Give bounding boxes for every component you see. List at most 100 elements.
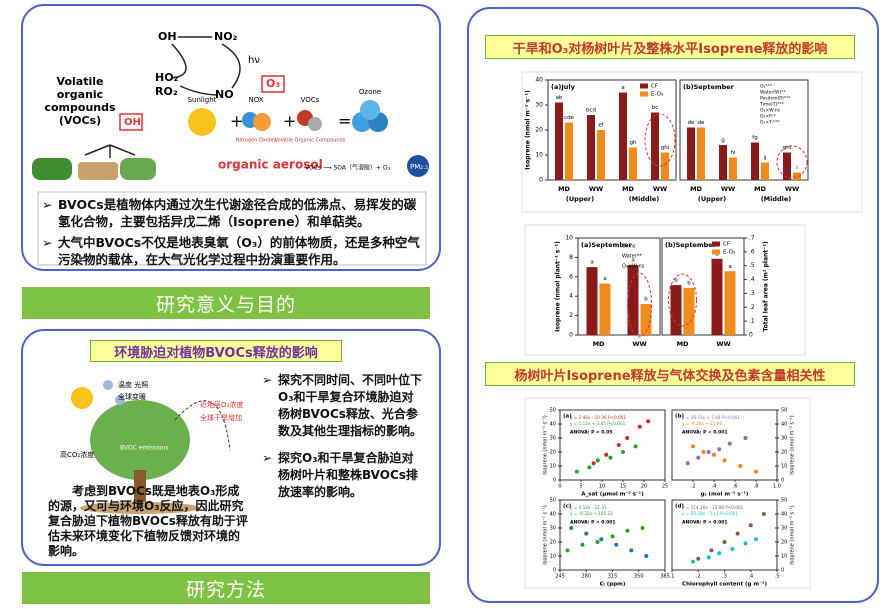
axis-title: Total leaf area (m² plant⁻¹)	[763, 241, 770, 332]
y-tick-label: 10	[781, 554, 787, 560]
significance-letter: g	[721, 138, 725, 144]
y-tick-label: 0	[553, 478, 556, 484]
significance-letter: b	[644, 296, 648, 302]
bullet-list: BVOCs是植物体内通过次生代谢途径合成的低沸点、易挥发的碳氢化合物，主要包括异…	[42, 196, 422, 272]
bar	[793, 172, 801, 180]
legend-label: CF	[723, 242, 730, 248]
point	[754, 537, 758, 542]
label: (VOCs)	[59, 114, 101, 127]
y-tick-label: 6	[569, 273, 573, 280]
y-tick-label: 10	[550, 464, 556, 470]
highlight	[776, 145, 808, 179]
y-tick-label: 30	[550, 526, 556, 532]
point	[743, 541, 748, 546]
y-tick-label: 30	[781, 526, 787, 532]
point	[621, 450, 625, 454]
point	[691, 444, 695, 449]
y-tick-label: 50	[550, 498, 556, 504]
point	[616, 443, 621, 447]
equation: y = 26.33x + 7.64 P<0.001	[682, 415, 740, 420]
bar	[683, 287, 695, 335]
point	[646, 419, 651, 424]
group-label: (Upper)	[566, 195, 594, 203]
bar	[670, 285, 682, 335]
label: hν	[248, 55, 260, 66]
caption: 考虑到BVOCs既是地表O₃形成的源，又可与环境O₃反应，因此研究复合胁迫下植物…	[48, 484, 248, 558]
section-title: 杨树叶片Isoprene释放与气体交换及色素含量相关性	[485, 362, 855, 386]
point	[625, 528, 630, 533]
oh-box	[119, 113, 143, 131]
y-tick-label: 20	[550, 540, 556, 546]
point	[610, 534, 615, 539]
significance-letter: a	[590, 260, 593, 266]
group-label: (Middle)	[629, 195, 660, 203]
equation: y = -8.28x + 21.60	[682, 421, 722, 426]
tree-trunk	[134, 470, 146, 508]
significance-letter: bc	[652, 105, 659, 111]
point	[712, 452, 716, 457]
y-tick-label: 0	[553, 568, 556, 574]
legend-label: CF	[651, 84, 658, 90]
label: (a)	[563, 414, 572, 420]
label: OH	[158, 30, 177, 43]
molecule-icon	[253, 113, 271, 131]
y-tick-label: 50	[781, 498, 787, 504]
y-tick-label: 0	[781, 478, 784, 484]
point	[696, 556, 701, 561]
section-title: 干旱和O₃对杨树叶片及整株水平Isoprene释放的影响	[485, 35, 855, 59]
y-tick-label: 8	[569, 254, 573, 261]
x-tick-label: WW	[721, 185, 735, 193]
x-tick-label: 1.0	[773, 484, 781, 490]
point	[717, 447, 722, 452]
bullet: 探究O₃和干旱复合胁迫对杨树叶片和整株BVOCs排放速率的影响。	[262, 450, 422, 501]
plot-frame	[661, 237, 745, 336]
significance-letter: a	[603, 276, 606, 282]
bar	[783, 152, 791, 180]
sun-icon	[71, 387, 93, 409]
bar	[629, 147, 637, 180]
legend-label: E-O₃	[723, 250, 735, 256]
axis-title: Isoprene (nmol m⁻² s⁻¹)	[543, 415, 549, 475]
x-tick-label: .6	[733, 484, 738, 490]
figure-frame	[524, 224, 806, 356]
significance-letter: b	[674, 278, 678, 284]
significance-letter: ef	[598, 123, 604, 129]
label: (b)September	[665, 241, 717, 249]
axis-title: Chlorophyll content (g m⁻²)	[682, 581, 767, 588]
note: O₃:ns	[622, 244, 636, 250]
significance-letter: ghi	[783, 145, 792, 151]
group-label: (Middle)	[761, 195, 792, 203]
label: (a)September	[581, 241, 632, 249]
y-tick-label: 10	[781, 464, 787, 470]
bar	[729, 157, 737, 180]
point	[761, 512, 766, 516]
x-tick-label: 5	[579, 484, 582, 490]
diagram-art	[84, 36, 241, 158]
label: (b)	[675, 414, 684, 420]
y-tick-label: 30	[550, 436, 556, 442]
section-banner: 研究意义与目的	[22, 287, 430, 319]
plot-frame	[679, 79, 809, 181]
bar	[751, 142, 759, 180]
arrow	[174, 400, 231, 451]
significance-letter: a	[631, 258, 634, 264]
equation: y = -0.32x + 105.22	[570, 511, 613, 516]
label: VOCs	[301, 96, 320, 104]
y2-tick-label: .7	[749, 235, 755, 242]
x-tick-label: 315	[608, 574, 618, 580]
bar	[597, 130, 605, 180]
point	[691, 559, 695, 564]
y-tick-label: 40	[781, 512, 787, 518]
point	[574, 469, 579, 474]
bar	[719, 145, 727, 180]
label: NO	[215, 88, 234, 101]
point	[604, 452, 609, 457]
axis-title: Isoprene (nmol m⁻² s⁻¹)	[543, 505, 549, 565]
label: 温度 光照	[118, 380, 148, 389]
legend-swatch	[712, 241, 720, 247]
label: 全球变暖	[118, 392, 146, 401]
bullet: BVOCs是植物体内通过次生代谢途径合成的低沸点、易挥发的碳氢化合物，主要包括异…	[42, 196, 422, 230]
anova: ANOVA: P < 0.001	[682, 430, 728, 436]
significance-letter: ab	[556, 95, 563, 101]
